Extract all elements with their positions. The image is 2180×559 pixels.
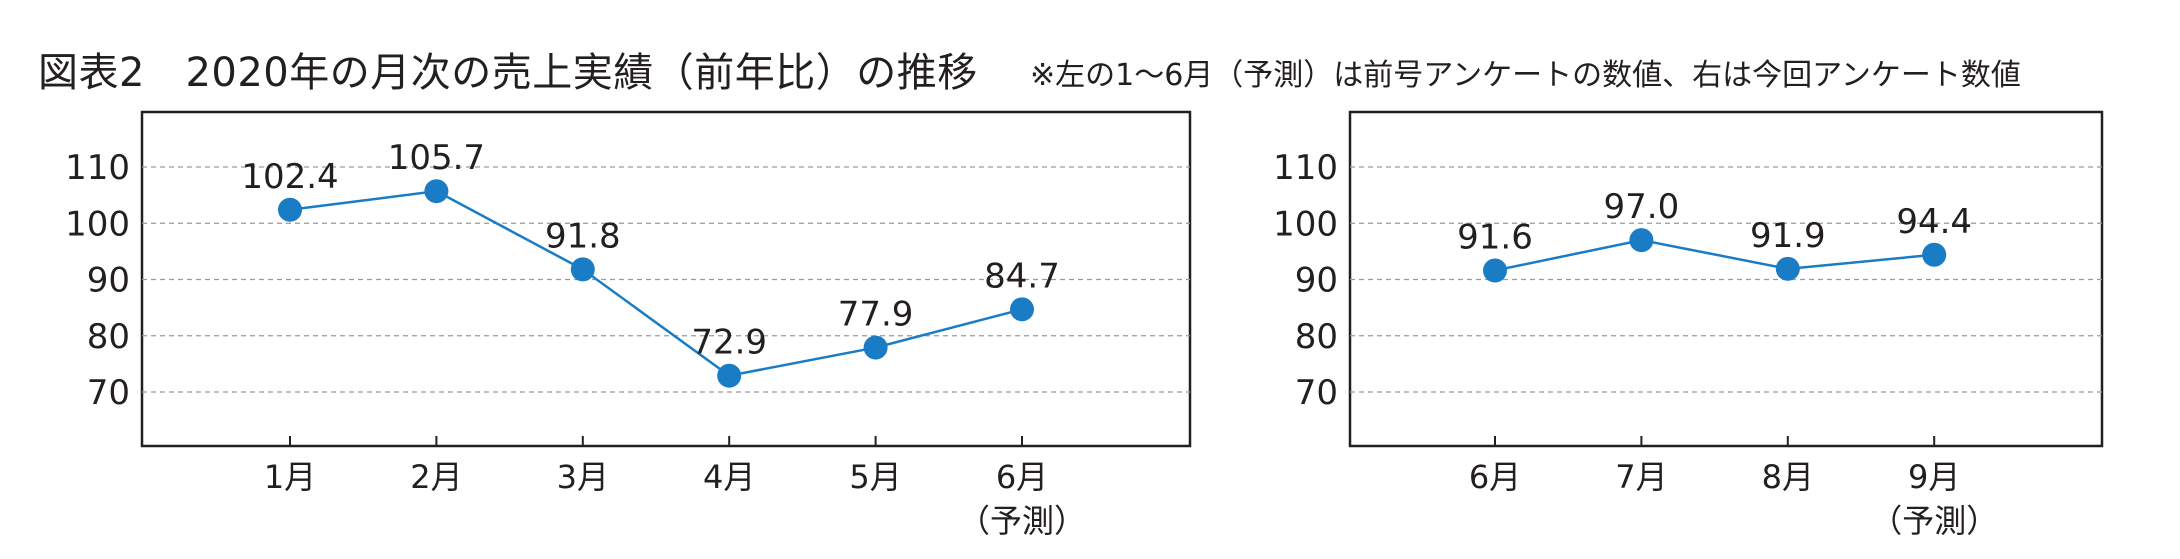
left-x-tick-label: 3月 (557, 458, 609, 496)
right-x-tick-label: 8月 (1762, 458, 1814, 496)
right-y-tick-label: 100 (1273, 204, 1338, 244)
chart-subtitle: ※左の1～6月（予測）は前号アンケートの数値、右は今回アンケート数値 (1030, 58, 2021, 93)
chart-title: 図表2 2020年の月次の売上実績（前年比）の推移 (38, 50, 978, 96)
left-x-tick-label: 2月 (410, 458, 462, 496)
left-x-tick-label: 4月 (703, 458, 755, 496)
right-x-tick-note: （予測） (1870, 502, 1998, 540)
right-data-label: 97.0 (1604, 187, 1680, 227)
left-data-point (863, 335, 888, 360)
right-series-line (1494, 238, 1935, 272)
left-data-point (278, 197, 302, 222)
left-x-tick-note: （予測） (958, 502, 1086, 540)
right-y-tick-label: 110 (1273, 148, 1338, 188)
right-data-point (1922, 242, 1947, 267)
left-x-tick-label: 5月 (849, 458, 901, 496)
right-y-tick-label: 90 (1295, 261, 1338, 301)
left-data-point (1010, 297, 1034, 322)
left-data-label: 84.7 (984, 256, 1060, 296)
left-y-tick-label: 80 (87, 317, 130, 357)
left-data-point (424, 179, 449, 204)
left-data-point (570, 257, 595, 282)
left-x-tick-label: 6月 (996, 458, 1048, 496)
right-data-label: 91.9 (1750, 216, 1826, 256)
left-data-label: 105.7 (388, 138, 485, 178)
left-data-point (717, 363, 742, 388)
left-series-line (289, 189, 1023, 378)
right-x-tick-label: 6月 (1469, 458, 1521, 496)
right-plot-frame (1348, 110, 2104, 448)
left-data-label: 77.9 (838, 295, 914, 335)
left-data-label: 72.9 (691, 323, 767, 363)
right-data-point (1775, 256, 1800, 281)
left-y-tick-label: 90 (87, 261, 130, 301)
left-data-label: 102.4 (241, 157, 338, 197)
left-y-tick-label: 100 (65, 204, 130, 244)
right-data-point (1483, 258, 1507, 283)
right-data-label: 94.4 (1896, 202, 1972, 242)
right-data-point (1629, 228, 1654, 253)
right-x-tick-label: 9月 (1908, 458, 1960, 496)
right-data-label: 91.6 (1457, 218, 1533, 258)
left-data-label: 91.8 (545, 216, 621, 256)
left-x-tick-label: 1月 (264, 458, 316, 496)
left-y-tick-label: 110 (65, 148, 130, 188)
left-y-tick-label: 70 (87, 373, 130, 413)
right-x-tick-label: 7月 (1615, 458, 1667, 496)
right-y-tick-label: 70 (1295, 373, 1338, 413)
right-y-tick-label: 80 (1295, 317, 1338, 357)
